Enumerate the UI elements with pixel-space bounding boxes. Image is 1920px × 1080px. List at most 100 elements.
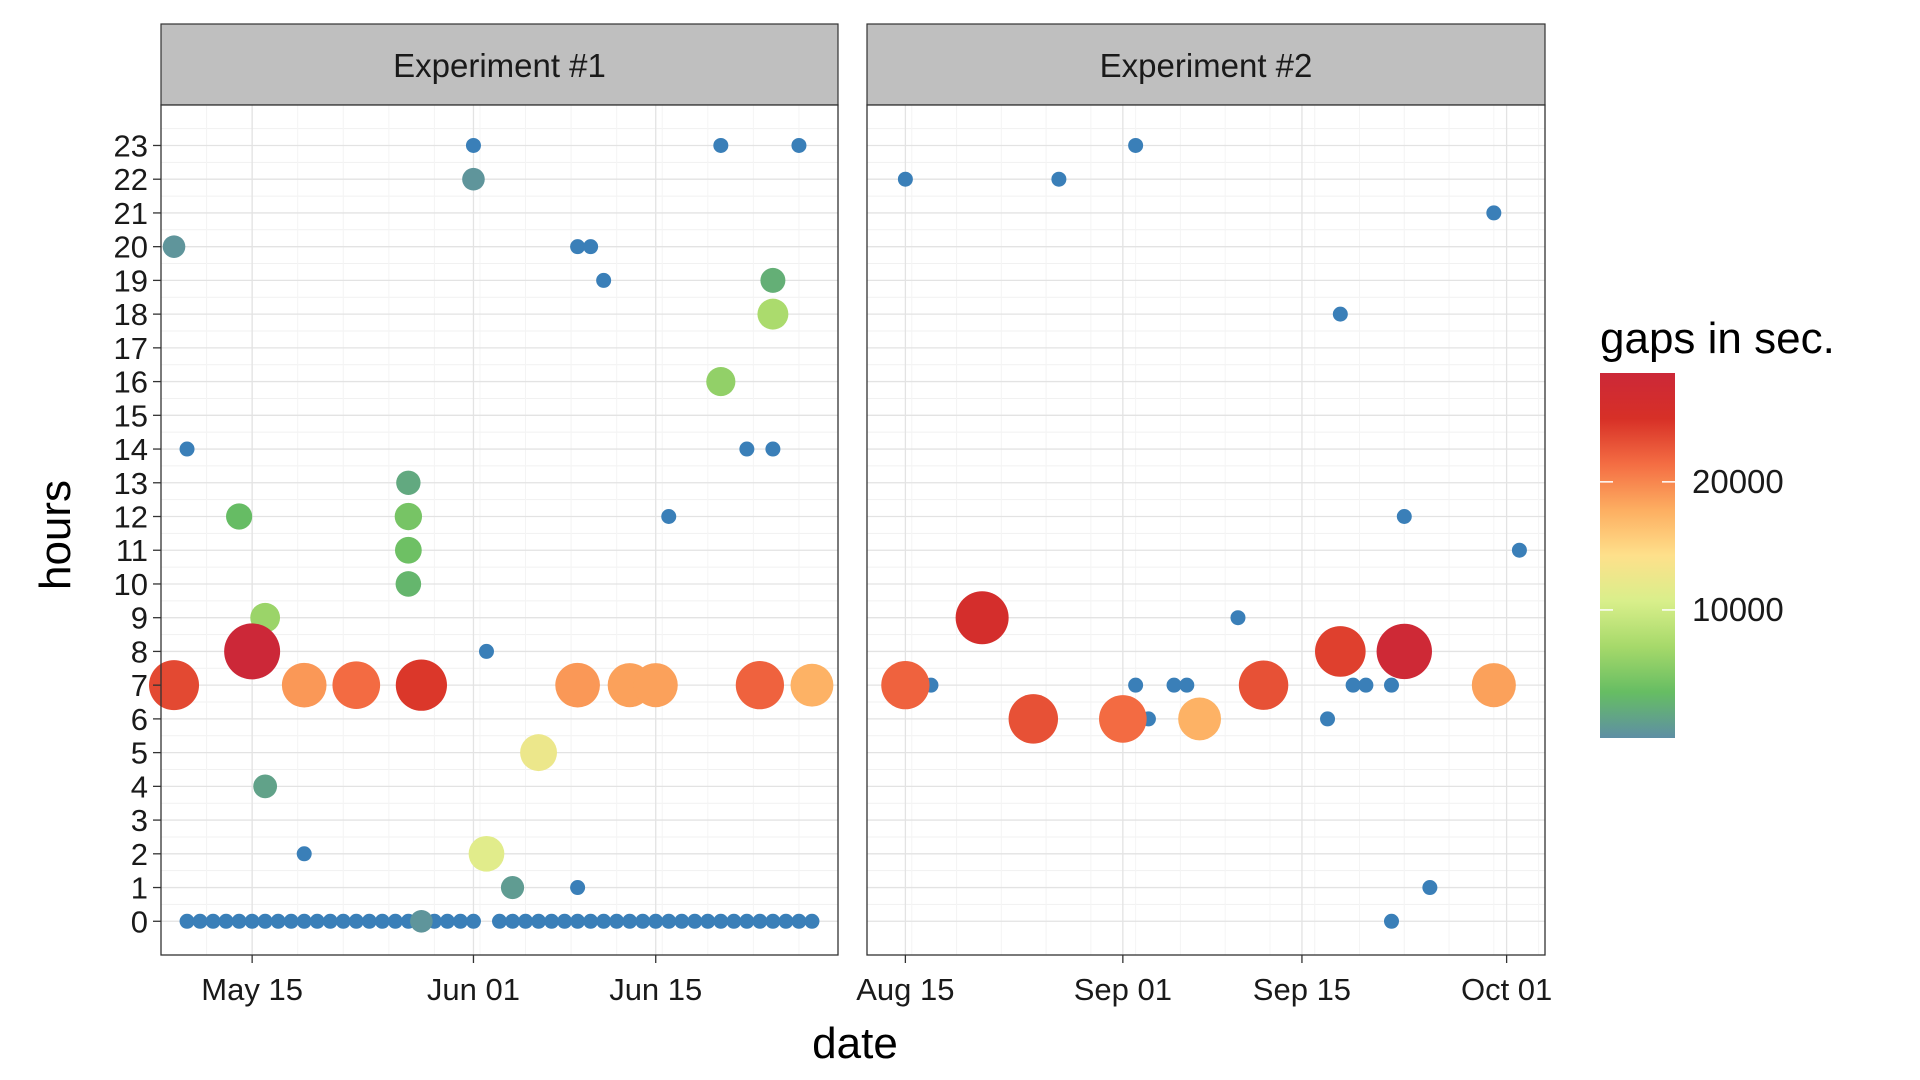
data-point	[394, 502, 423, 531]
data-point	[281, 662, 327, 708]
data-point	[1099, 695, 1147, 743]
data-point	[395, 659, 447, 711]
data-point	[518, 913, 534, 929]
x-tick-label: Oct 01	[1461, 972, 1552, 1007]
data-point	[410, 909, 433, 933]
y-tick-label: 8	[131, 634, 148, 669]
strip-background	[160, 23, 839, 106]
y-tick-label: 18	[114, 297, 148, 332]
data-point	[179, 441, 195, 457]
y-tick-label: 5	[131, 736, 148, 771]
y-tick-label: 15	[114, 398, 148, 433]
panel-1: Experiment #1 May 15 Jun 01 Jun 15	[149, 23, 839, 1007]
data-point	[570, 239, 586, 255]
y-tick-label: 7	[131, 668, 148, 703]
data-point	[635, 913, 651, 929]
data-point	[791, 137, 807, 153]
y-tick-label: 21	[114, 196, 148, 231]
data-point	[1332, 306, 1348, 322]
data-point	[226, 503, 253, 530]
data-point	[1396, 509, 1412, 525]
data-point	[1166, 677, 1182, 693]
x-tick-label: Sep 15	[1253, 972, 1351, 1007]
data-point	[674, 913, 690, 929]
data-point	[713, 913, 729, 929]
y-tick-label: 20	[114, 230, 148, 265]
data-point	[361, 913, 377, 929]
data-point	[700, 913, 716, 929]
data-point	[765, 441, 781, 457]
data-point	[804, 913, 820, 929]
data-point	[726, 913, 742, 929]
data-point	[468, 835, 505, 872]
data-point	[218, 913, 234, 929]
data-point	[1008, 694, 1059, 744]
y-tick-label: 11	[116, 533, 148, 568]
data-point	[462, 167, 485, 191]
data-point	[648, 913, 664, 929]
data-point	[1320, 711, 1336, 727]
strip-label: Experiment #1	[393, 47, 606, 84]
x-tick-label: Aug 15	[856, 972, 954, 1007]
data-point	[765, 913, 781, 929]
y-tick-label: 4	[131, 769, 148, 804]
data-point	[1471, 663, 1516, 708]
data-point	[1238, 660, 1289, 710]
data-point	[162, 235, 186, 258]
data-point	[633, 663, 678, 708]
data-point	[396, 470, 421, 495]
data-point	[244, 913, 260, 929]
data-point	[791, 913, 807, 929]
y-tick-label: 22	[114, 162, 148, 197]
data-point	[270, 913, 286, 929]
x-tick-label: Sep 01	[1074, 972, 1172, 1007]
data-point	[500, 875, 525, 900]
data-point	[1486, 205, 1502, 221]
data-point	[1422, 880, 1438, 896]
data-point	[452, 913, 468, 929]
legend-tick-label: 10000	[1692, 591, 1784, 628]
data-point	[881, 661, 930, 710]
data-point	[713, 137, 729, 153]
data-point	[322, 913, 338, 929]
y-tick-label: 10	[114, 567, 148, 602]
panel-border	[866, 104, 1546, 956]
data-point	[1511, 542, 1527, 558]
data-point	[224, 623, 281, 680]
data-point	[570, 880, 586, 896]
y-tick-label: 16	[114, 365, 148, 400]
data-point	[706, 367, 736, 397]
y-tick-label: 1	[131, 871, 148, 906]
data-point	[955, 591, 1009, 645]
y-tick-label: 17	[114, 331, 148, 366]
y-tick-label: 3	[131, 803, 148, 838]
y-axis-title: hours	[31, 480, 80, 590]
panel-background	[161, 105, 838, 955]
data-point	[520, 734, 558, 772]
data-point	[661, 913, 677, 929]
data-point	[1315, 626, 1366, 677]
data-point	[465, 137, 481, 153]
data-point	[1358, 677, 1374, 693]
y-tick-label: 2	[131, 837, 148, 872]
data-point	[752, 913, 768, 929]
x-tick-label: May 15	[201, 972, 303, 1007]
data-point	[1128, 677, 1144, 693]
data-point	[661, 509, 677, 525]
panels: Experiment #1 May 15 Jun 01 Jun 15Experimen…	[149, 23, 1552, 1007]
data-point	[531, 913, 547, 929]
x-tick-label: Jun 01	[427, 972, 520, 1007]
y-tick-label: 12	[114, 500, 148, 535]
data-point	[505, 913, 521, 929]
panel-2: Experiment #2 Aug 15 Sep 01 Sep 15 Oct 01	[856, 23, 1552, 1007]
data-point	[1383, 677, 1399, 693]
data-point	[1230, 610, 1246, 626]
color-legend: gaps in sec. 10000 20000	[1600, 314, 1835, 738]
data-point	[296, 913, 312, 929]
x-tick-label: Jun 15	[609, 972, 702, 1007]
data-point	[757, 298, 789, 330]
data-point	[596, 272, 612, 288]
data-point	[332, 661, 381, 709]
data-point	[257, 913, 273, 929]
y-tick-label: 9	[131, 601, 148, 636]
